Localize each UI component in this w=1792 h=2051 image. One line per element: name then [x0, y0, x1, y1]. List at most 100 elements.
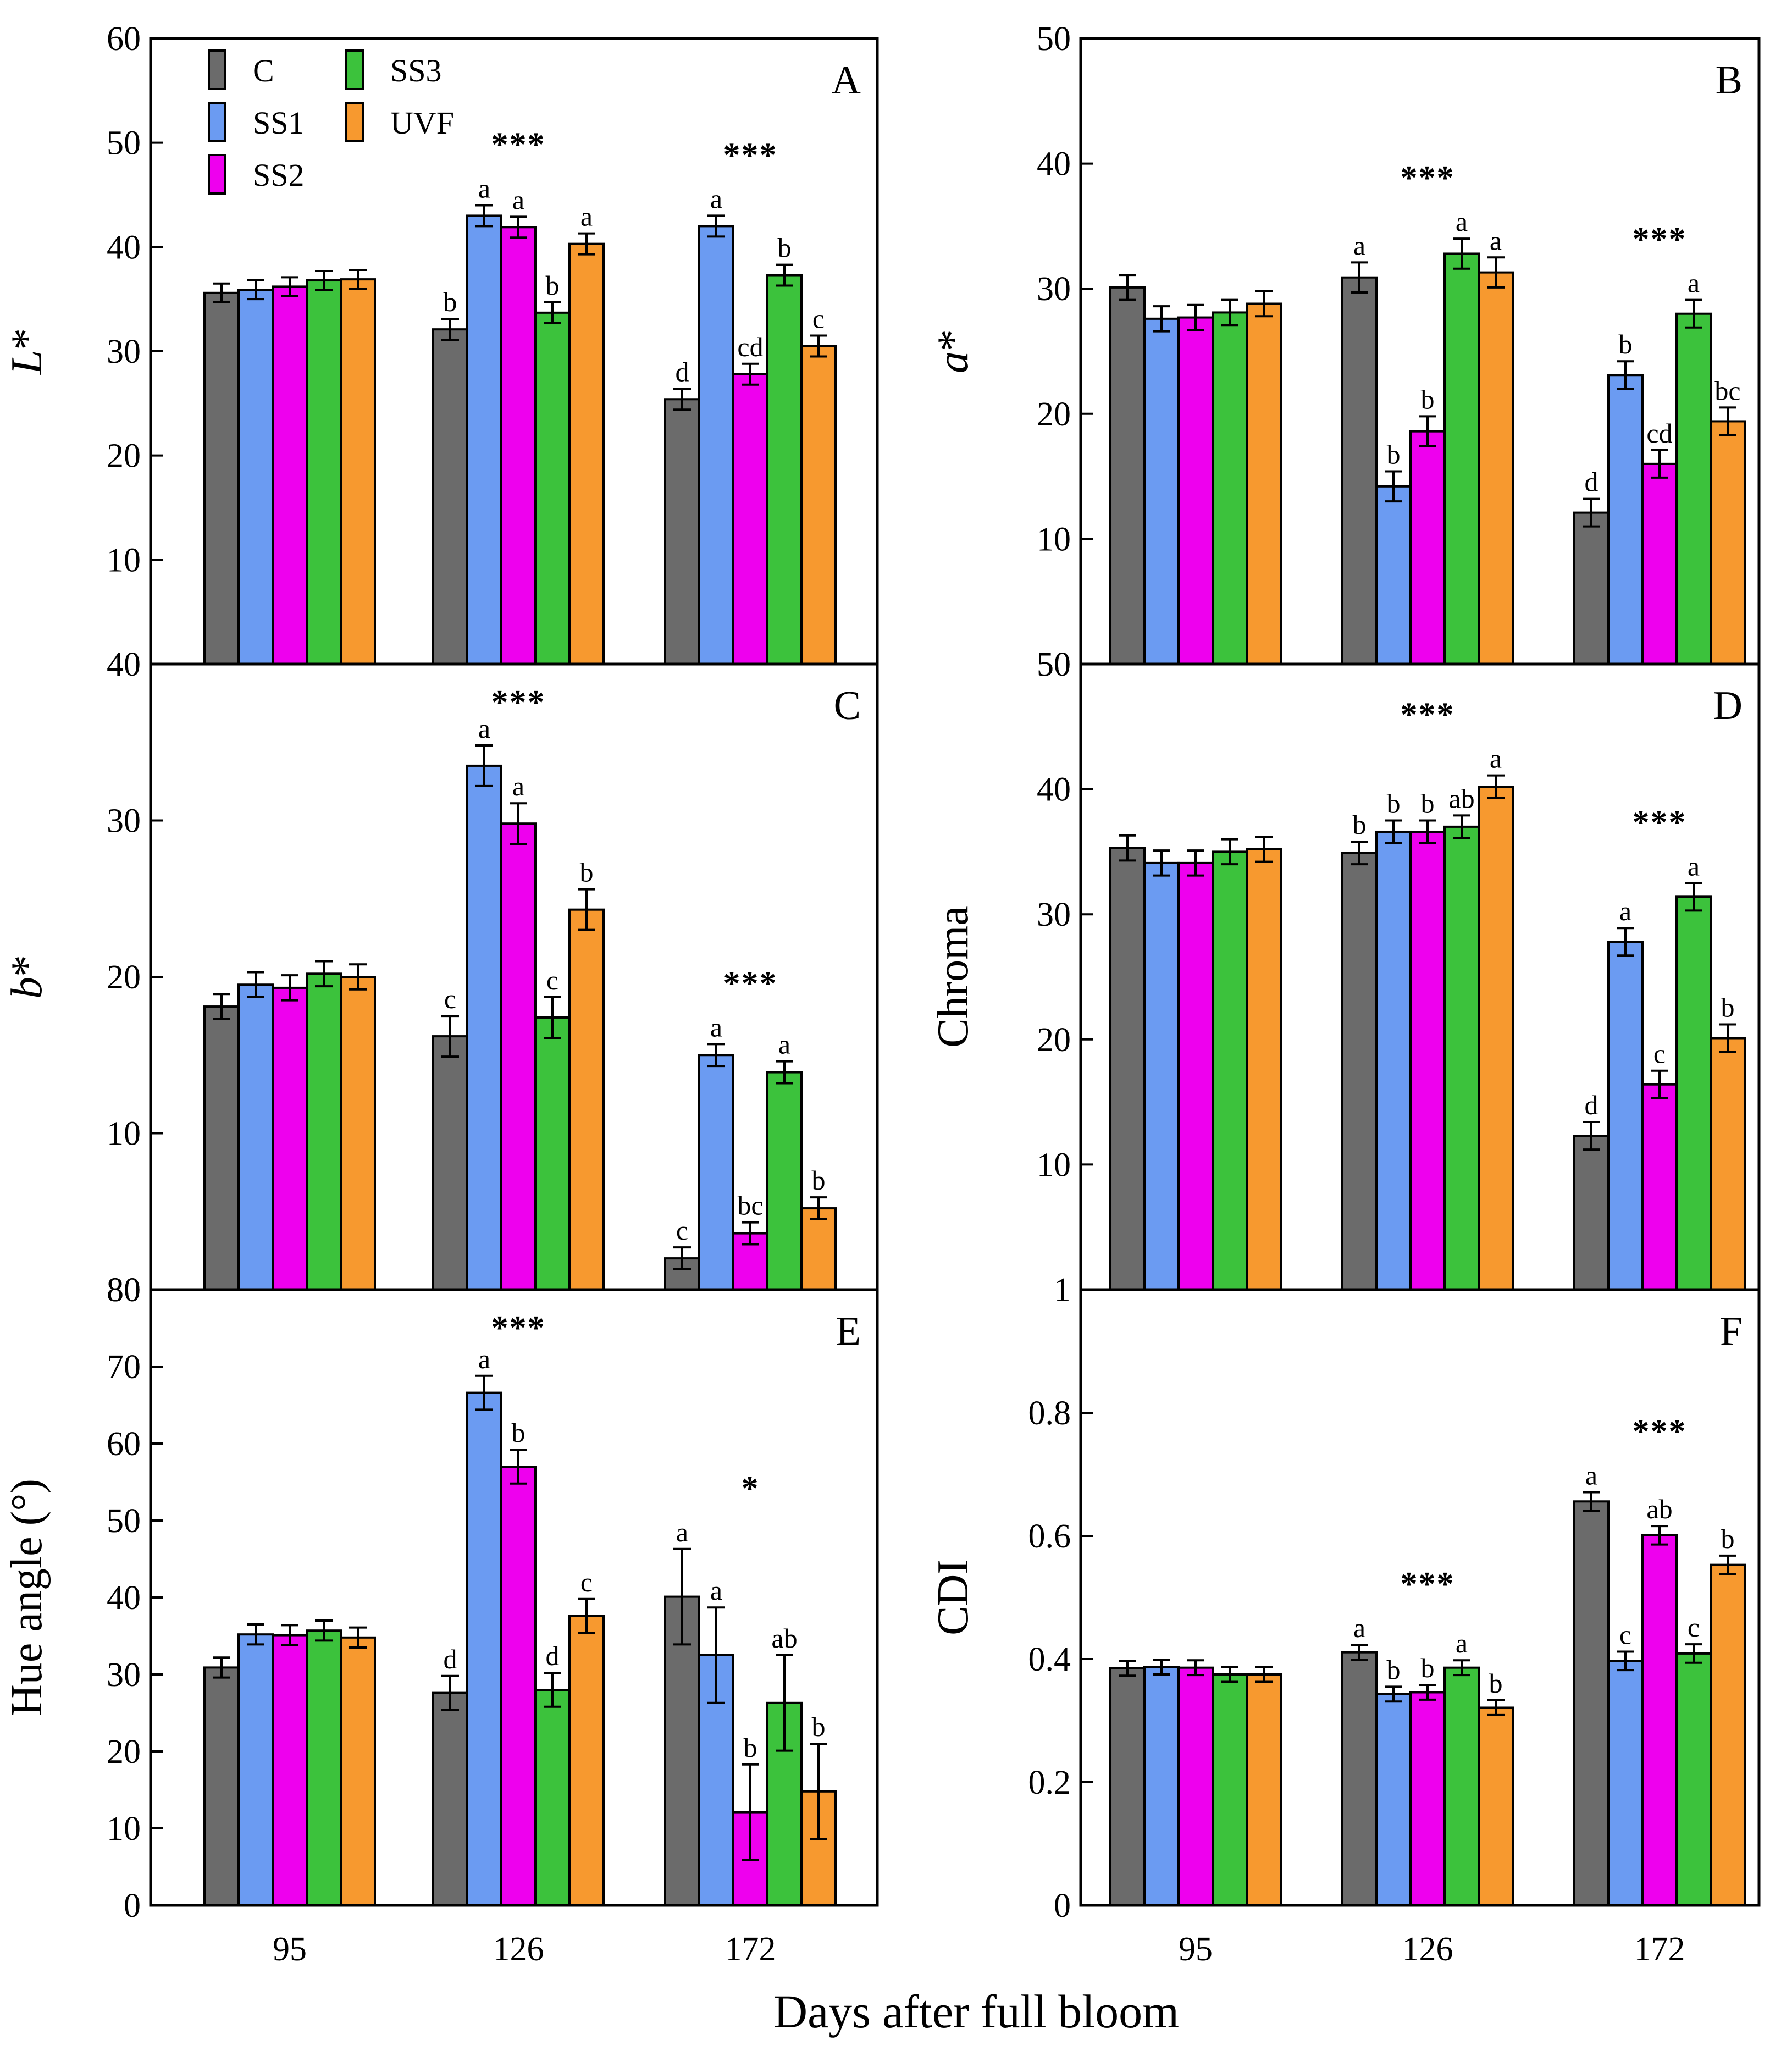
bar-SS3-172	[1675, 1652, 1712, 1906]
bar-SS3-126	[534, 1016, 571, 1291]
legend-label-C: C	[253, 53, 274, 89]
bar-UVF-126	[568, 242, 605, 666]
significance-letter: a	[1490, 225, 1502, 256]
bar-SS1-95	[1143, 317, 1180, 665]
significance-letter: b	[1387, 788, 1401, 819]
bar-SS3-95	[306, 972, 342, 1291]
group-significance: ***	[491, 684, 546, 721]
bar-SS1-95	[237, 289, 274, 665]
legend-label-SS1: SS1	[253, 105, 305, 141]
y-tick-label: 20	[107, 959, 141, 996]
significance-letter: a	[478, 713, 490, 744]
bar-SS3-172	[1675, 312, 1712, 665]
bar-SS3-95	[1212, 1673, 1248, 1906]
y-tick-label: 40	[1037, 146, 1071, 183]
bar-SS2-172	[732, 373, 768, 665]
x-tick-label: 95	[273, 1931, 307, 1968]
y-tick-label: 50	[107, 125, 141, 162]
bar-UVF-126	[1478, 1706, 1514, 1906]
bar-SS2-95	[1177, 1666, 1214, 1906]
bar-SS3-126	[1443, 1666, 1480, 1906]
y-tick-label: 10	[1037, 521, 1071, 558]
bar-SS2-126	[1409, 830, 1446, 1291]
bar-C-172	[1573, 1135, 1610, 1291]
significance-letter: c	[580, 1567, 593, 1597]
significance-letter: d	[444, 1644, 457, 1674]
bar-UVF-172	[800, 345, 837, 665]
bar-SS3-95	[1212, 850, 1248, 1291]
significance-letter: a	[778, 1029, 790, 1060]
group-significance: ***	[1401, 1566, 1455, 1603]
y-tick-label: 1	[1054, 1271, 1071, 1309]
significance-letter: a	[1490, 743, 1502, 774]
bar-C-172	[664, 398, 700, 665]
significance-letter: b	[812, 1711, 826, 1742]
bar-SS1-95	[1143, 861, 1180, 1291]
panel-letter: E	[836, 1309, 861, 1354]
bar-SS3-172	[1675, 895, 1712, 1291]
significance-letter: a	[710, 183, 722, 214]
significance-letter: a	[1688, 268, 1700, 298]
x-tick-label: 95	[1179, 1931, 1213, 1968]
bar-SS1-126	[466, 214, 502, 665]
significance-letter: a	[478, 173, 490, 203]
bar-UVF-126	[1478, 786, 1514, 1291]
y-axis-label-suffix: *	[929, 329, 977, 351]
bar-SS2-172	[1641, 462, 1678, 666]
bar-SS3-95	[306, 279, 342, 665]
bar-SS2-172	[1641, 1534, 1678, 1906]
bar-SS1-95	[237, 1633, 274, 1906]
y-tick-label: 0.2	[1028, 1764, 1071, 1801]
significance-letter: b	[1721, 1523, 1735, 1554]
y-tick-label: 50	[1037, 20, 1071, 58]
bar-SS2-126	[500, 226, 537, 665]
legend-swatch-UVF	[345, 102, 364, 142]
bar-SS2-95	[272, 285, 308, 665]
y-tick-label: 50	[1037, 646, 1071, 683]
bar-UVF-95	[1246, 848, 1282, 1291]
significance-letter: b	[1489, 1668, 1503, 1699]
panel-letter: D	[1713, 683, 1743, 728]
significance-letter: c	[546, 965, 558, 996]
significance-letter: a	[1353, 230, 1365, 261]
significance-letter: a	[478, 1344, 490, 1374]
bar-UVF-172	[800, 1207, 837, 1291]
y-tick-label: 70	[107, 1348, 141, 1386]
bar-UVF-95	[340, 976, 376, 1291]
significance-letter: ab	[1448, 783, 1474, 814]
group-significance: ***	[491, 1309, 546, 1347]
significance-letter: cd	[1646, 418, 1672, 449]
significance-letter: c	[1688, 1612, 1700, 1643]
bar-SS1-172	[1607, 374, 1644, 665]
significance-letter: b	[580, 857, 594, 888]
group-significance: ***	[1401, 159, 1455, 197]
significance-letter: d	[1585, 1090, 1599, 1120]
significance-letter: a	[1688, 850, 1700, 881]
legend-label-UVF: UVF	[390, 105, 454, 141]
significance-letter: a	[1456, 206, 1468, 237]
bar-SS2-126	[500, 1466, 537, 1906]
group-significance: *	[742, 1470, 760, 1507]
y-tick-label: 10	[107, 1810, 141, 1848]
bar-C-95	[1109, 847, 1146, 1291]
y-tick-label: 10	[1037, 1146, 1071, 1184]
x-tick-label: 126	[1402, 1931, 1453, 1968]
legend-swatch-SS2	[208, 154, 226, 195]
bar-C-95	[203, 1005, 240, 1291]
significance-letter: b	[444, 286, 457, 317]
significance-letter: bc	[737, 1190, 763, 1221]
bar-SS2-172	[1641, 1083, 1678, 1291]
bar-C-126	[1341, 852, 1378, 1291]
bar-C-126	[432, 1035, 468, 1291]
significance-letter: b	[1421, 1652, 1435, 1683]
legend-swatch-SS1	[208, 102, 226, 142]
bar-SS2-126	[500, 822, 537, 1291]
significance-letter: c	[444, 983, 456, 1014]
group-significance: ***	[723, 136, 778, 174]
bar-SS1-95	[237, 983, 274, 1291]
